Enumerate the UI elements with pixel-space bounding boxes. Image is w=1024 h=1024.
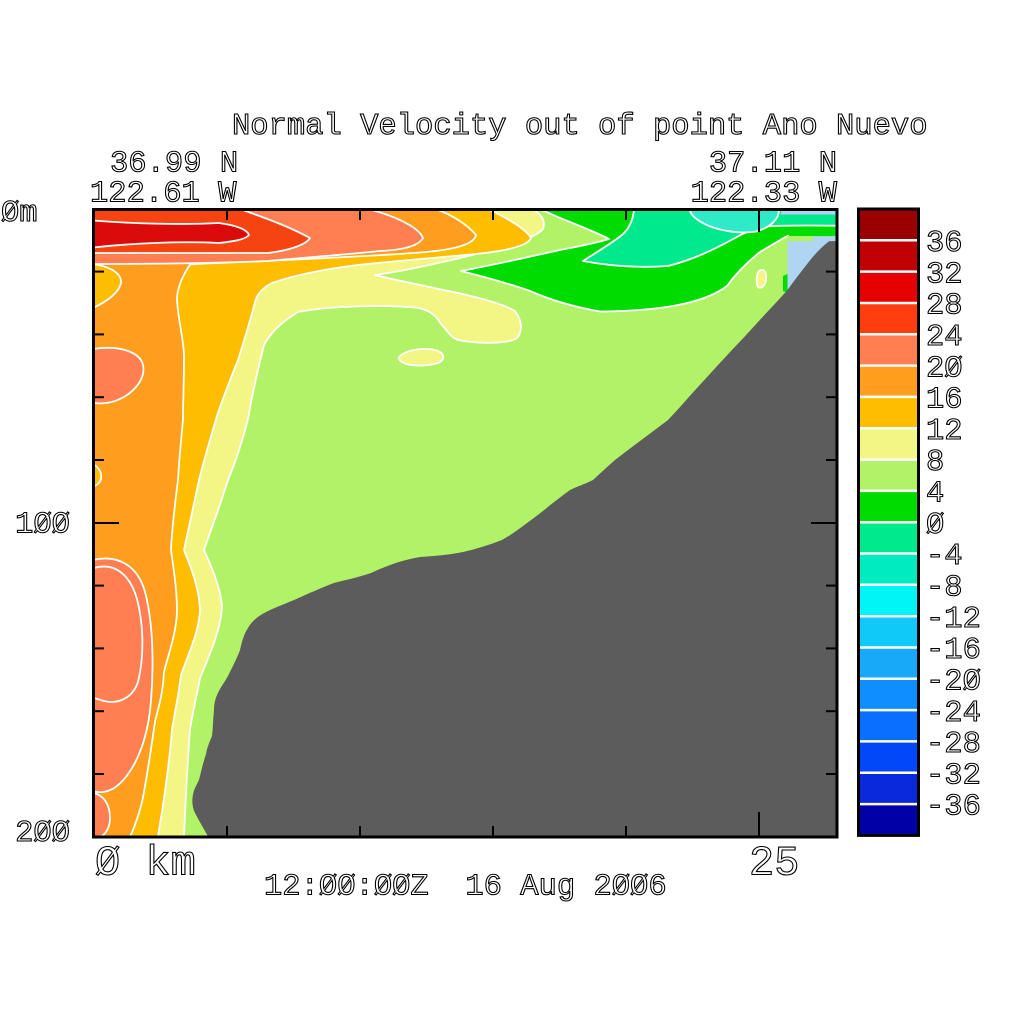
svg-text:122.33 W: 122.33 W: [691, 178, 838, 212]
svg-text:Ø km: Ø km: [95, 840, 196, 888]
svg-text:Øm: Øm: [1, 197, 38, 231]
svg-text:-24: -24: [926, 697, 981, 731]
svg-text:-28: -28: [926, 728, 981, 762]
svg-text:25: 25: [749, 840, 799, 888]
svg-text:-4: -4: [926, 540, 963, 574]
svg-text:-32: -32: [926, 759, 981, 793]
svg-text:-36: -36: [926, 791, 981, 825]
svg-text:-12: -12: [926, 603, 981, 637]
svg-text:8: 8: [926, 446, 944, 480]
svg-text:122.61 W: 122.61 W: [90, 178, 237, 212]
svg-text:36: 36: [926, 227, 963, 261]
svg-text:12: 12: [926, 415, 963, 449]
svg-text:-8: -8: [926, 572, 963, 606]
svg-text:36.99 N: 36.99 N: [110, 148, 238, 182]
svg-text:16: 16: [926, 384, 963, 418]
svg-text:4: 4: [926, 478, 944, 512]
svg-text:24: 24: [926, 321, 963, 355]
svg-text:Ø: Ø: [926, 509, 944, 543]
svg-text:-16: -16: [926, 634, 981, 668]
svg-text:-2Ø: -2Ø: [926, 665, 981, 699]
svg-text:32: 32: [926, 258, 963, 292]
svg-text:37.11 N: 37.11 N: [709, 148, 837, 182]
svg-text:2Ø: 2Ø: [926, 352, 963, 386]
svg-text:12:ØØ:ØØZ 16 Aug 2ØØ6: 12:ØØ:ØØZ 16 Aug 2ØØ6: [264, 871, 667, 905]
svg-text:2ØØ: 2ØØ: [15, 817, 70, 851]
svg-text:Normal Velocity out of point A: Normal Velocity out of point Ano Nuevo: [232, 110, 928, 144]
svg-text:1ØØ: 1ØØ: [15, 509, 70, 543]
svg-text:28: 28: [926, 290, 963, 324]
